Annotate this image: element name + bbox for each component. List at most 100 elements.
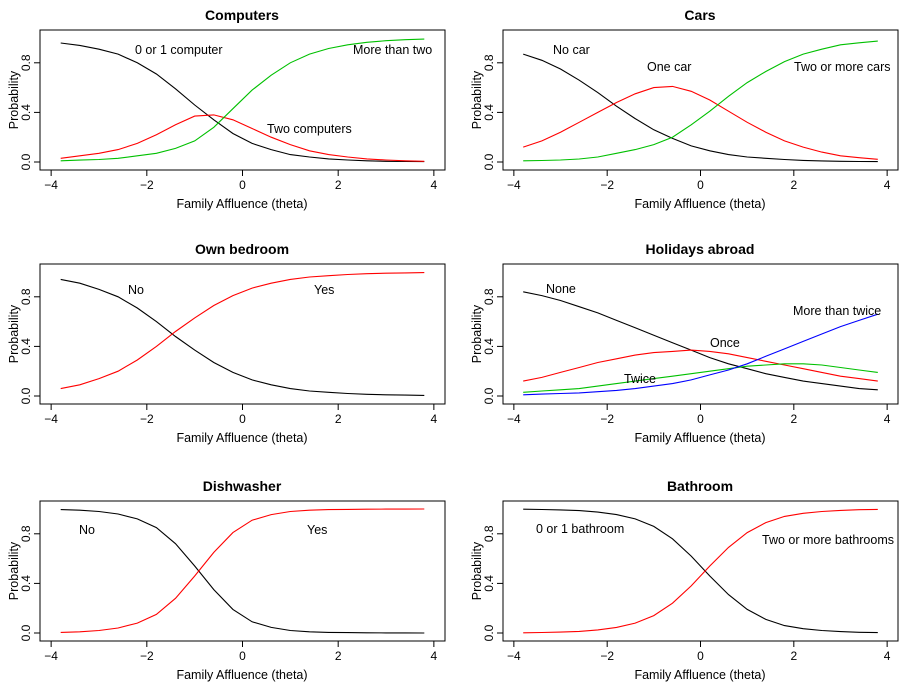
x-tick-label: 0 — [239, 412, 246, 426]
x-tick-label: 2 — [790, 178, 797, 192]
curve-layer — [523, 291, 878, 396]
curve-label-no: No — [128, 283, 144, 297]
curve-label-yes: Yes — [307, 523, 327, 537]
curve-label-0-or-1-computer: 0 or 1 computer — [135, 43, 223, 57]
curve-label-once: Once — [710, 336, 740, 350]
x-tick-label: −2 — [140, 412, 154, 426]
y-axis-label: Probability — [7, 541, 21, 600]
curve-layer — [523, 508, 878, 634]
y-tick-label: 0.0 — [19, 624, 33, 641]
x-tick-label: 0 — [239, 649, 246, 663]
y-tick-label: 0.0 — [482, 153, 496, 170]
series-line-one-car — [523, 85, 878, 160]
x-tick-label: 4 — [884, 649, 891, 663]
x-tick-label: 0 — [697, 412, 704, 426]
x-tick-label: −4 — [507, 178, 521, 192]
panel-title: Holidays abroad — [646, 241, 755, 257]
x-tick-label: −4 — [507, 649, 521, 663]
tick-layer: −4 −2 0 2 4 0.0 0.4 0.8 — [19, 525, 438, 663]
panel-cars: Cars Family Affluence (theta) Probabilit… — [470, 7, 899, 211]
y-tick-label: 0.8 — [482, 54, 496, 71]
series-line-more-than-twice — [523, 313, 878, 396]
curve-label-more-than-twice: More than twice — [793, 304, 881, 318]
series-line-two-or-more-bathrooms — [523, 508, 878, 634]
panel-title: Cars — [684, 7, 715, 23]
x-tick-label: 0 — [697, 649, 704, 663]
x-tick-label: 4 — [431, 649, 438, 663]
x-tick-label: 4 — [431, 412, 438, 426]
x-tick-label: −2 — [140, 649, 154, 663]
y-tick-label: 0.0 — [482, 624, 496, 641]
plot-frame — [39, 500, 446, 642]
y-tick-label: 0.8 — [19, 54, 33, 71]
panel-title: Computers — [205, 7, 279, 23]
curve-label-more-than-two: More than two — [353, 43, 432, 57]
x-axis-label: Family Affluence (theta) — [634, 431, 765, 445]
y-tick-label: 0.8 — [19, 525, 33, 542]
series-line-no-car — [523, 53, 878, 163]
x-tick-label: −2 — [140, 178, 154, 192]
x-tick-label: 4 — [884, 178, 891, 192]
y-tick-label: 0.4 — [482, 104, 496, 121]
x-tick-label: 2 — [335, 178, 342, 192]
curve-label-no-car: No car — [553, 43, 590, 57]
panel-dishwasher: Dishwasher Family Affluence (theta) Prob… — [7, 478, 446, 682]
panel-title: Dishwasher — [203, 478, 282, 494]
x-axis-label: Family Affluence (theta) — [176, 668, 307, 682]
tick-layer: −4 −2 0 2 4 0.0 0.4 0.8 — [482, 54, 891, 192]
x-tick-label: 2 — [790, 412, 797, 426]
tick-layer: −4 −2 0 2 4 0.0 0.4 0.8 — [482, 525, 891, 663]
y-tick-label: 0.4 — [482, 575, 496, 592]
curve-label-one-car: One car — [647, 60, 691, 74]
plot-frame — [39, 263, 446, 405]
curve-label-two-or-more-bathrooms: Two or more bathrooms — [762, 533, 894, 547]
series-line-no — [60, 278, 425, 396]
x-tick-label: 0 — [239, 178, 246, 192]
curve-label-twice: Twice — [624, 372, 656, 386]
curve-label-two-or-more-cars: Two or more cars — [794, 60, 891, 74]
tick-layer: −4 −2 0 2 4 0.0 0.4 0.8 — [19, 288, 438, 426]
y-tick-label: 0.0 — [19, 387, 33, 404]
tick-layer: −4 −2 0 2 4 0.0 0.4 0.8 — [482, 288, 891, 426]
curve-label-two-computers: Two computers — [267, 122, 352, 136]
curve-layer — [60, 272, 425, 396]
curve-label-none: None — [546, 282, 576, 296]
x-tick-label: 2 — [335, 412, 342, 426]
series-line-more-than-two — [60, 38, 425, 162]
series-line-yes — [60, 508, 425, 633]
y-axis-label: Probability — [470, 70, 484, 129]
y-axis-label: Probability — [470, 304, 484, 363]
x-axis-label: Family Affluence (theta) — [176, 431, 307, 445]
y-axis-label: Probability — [7, 304, 21, 363]
x-axis-label: Family Affluence (theta) — [634, 197, 765, 211]
x-tick-label: 0 — [697, 178, 704, 192]
panel-holidays-abroad: Holidays abroad Family Affluence (theta)… — [470, 241, 899, 445]
x-tick-label: 4 — [884, 412, 891, 426]
x-tick-label: −4 — [44, 649, 58, 663]
series-line-0-or-1-bathroom — [523, 508, 878, 634]
series-line-once — [523, 349, 878, 382]
y-axis-label: Probability — [7, 70, 21, 129]
y-tick-label: 0.0 — [482, 387, 496, 404]
y-axis-label: Probability — [470, 541, 484, 600]
y-tick-label: 0.4 — [19, 338, 33, 355]
x-tick-label: −4 — [44, 412, 58, 426]
y-tick-label: 0.8 — [19, 288, 33, 305]
panel-bathroom: Bathroom Family Affluence (theta) Probab… — [470, 478, 899, 682]
panel-title: Bathroom — [667, 478, 733, 494]
series-line-0-or-1-computer — [60, 42, 425, 163]
x-tick-label: 4 — [431, 178, 438, 192]
x-tick-label: −2 — [600, 412, 614, 426]
curve-layer — [60, 508, 425, 634]
series-line-twice — [523, 363, 878, 393]
x-axis-label: Family Affluence (theta) — [176, 197, 307, 211]
panel-title: Own bedroom — [195, 241, 289, 257]
curve-label-yes: Yes — [314, 283, 334, 297]
y-tick-label: 0.4 — [482, 338, 496, 355]
y-tick-label: 0.8 — [482, 288, 496, 305]
series-line-no — [60, 509, 425, 634]
panel-own-bedroom: Own bedroom Family Affluence (theta) Pro… — [7, 241, 446, 445]
series-line-none — [523, 291, 878, 391]
y-tick-label: 0.0 — [19, 153, 33, 170]
